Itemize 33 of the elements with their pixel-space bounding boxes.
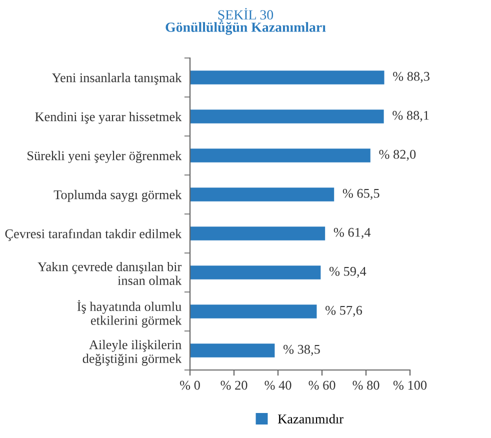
chart-subtitle: Gönüllülüğün Kazanımları xyxy=(166,22,326,35)
data-label: % 82,0 xyxy=(379,150,416,161)
bar xyxy=(190,344,275,358)
bar xyxy=(190,304,317,318)
data-label: % 88,1 xyxy=(392,110,429,122)
x-tick-label: % 100 xyxy=(393,380,427,390)
y-tick-label: Yeni insanlarla tanışmak xyxy=(52,72,182,85)
data-label: % 88,3 xyxy=(393,72,430,83)
data-label: % 65,5 xyxy=(342,188,380,200)
data-label: % 59,4 xyxy=(329,266,366,278)
data-label: % 57,6 xyxy=(326,306,362,317)
y-tick-label: Çevresi tarafından takdir edilmek xyxy=(5,228,182,241)
chart-title: ŞEKİL 30 xyxy=(218,8,274,22)
legend-label: Kazanımıdır xyxy=(278,414,344,424)
data-label: % 61,4 xyxy=(334,228,371,239)
y-tick-label: Sürekli yeni şeyler öğrenmek xyxy=(28,150,182,163)
bar xyxy=(190,70,384,84)
x-tick-label: % 60 xyxy=(308,380,336,390)
bar xyxy=(190,226,326,240)
x-tick-label: % 80 xyxy=(352,380,380,390)
y-tick-label: İş hayatında olumlu etkilerini görmek xyxy=(77,300,182,328)
bar xyxy=(190,110,384,124)
y-tick-label: Yakın çevrede danışılan bir insan olmak xyxy=(38,262,182,286)
y-tick-label: Aileyle ilişkilerin değiştiğini görmek xyxy=(82,340,182,366)
y-tick-label: Toplumda saygı görmek xyxy=(54,190,182,202)
x-tick-label: % 40 xyxy=(264,380,292,390)
x-tick-label: % 20 xyxy=(220,380,248,390)
bar xyxy=(190,188,334,202)
x-tick-label: % 0 xyxy=(180,380,200,390)
bar xyxy=(190,148,370,162)
y-tick-label: Kendini işe yarar hissetmek xyxy=(35,112,182,124)
data-label: % 38,5 xyxy=(283,344,320,356)
bar xyxy=(190,266,321,280)
